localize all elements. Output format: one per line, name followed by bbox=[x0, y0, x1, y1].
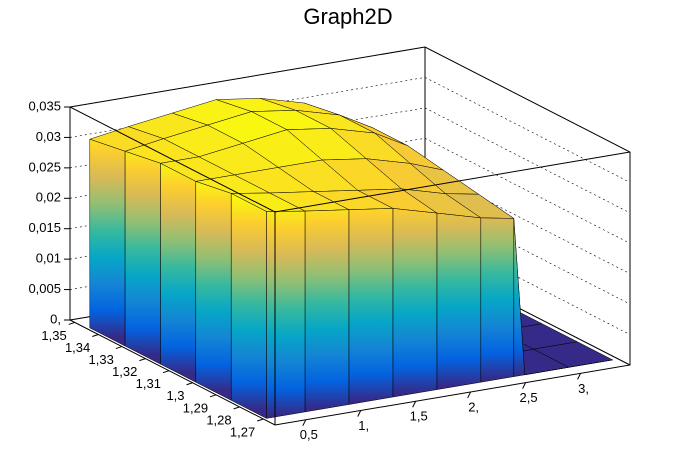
y-tick-label: 1,29 bbox=[183, 400, 208, 415]
x-tick-label: 0,5 bbox=[300, 427, 318, 442]
x-tick bbox=[577, 373, 581, 380]
y-tick-label: 1,34 bbox=[65, 340, 90, 355]
wall bbox=[266, 210, 306, 419]
y-tick bbox=[186, 382, 193, 386]
x-tick-label: 1, bbox=[358, 418, 369, 433]
z-tick-label: 0,01 bbox=[36, 251, 61, 266]
wall bbox=[392, 208, 438, 398]
y-tick-label: 1,31 bbox=[136, 376, 161, 391]
wall bbox=[89, 138, 126, 347]
y-tick-label: 1,33 bbox=[89, 352, 114, 367]
y-tick bbox=[139, 358, 146, 362]
wall bbox=[304, 209, 350, 413]
wall bbox=[568, 359, 613, 368]
x-tick bbox=[522, 382, 527, 389]
z-tick-label: 0,03 bbox=[36, 129, 61, 144]
z-tick-label: 0,02 bbox=[36, 190, 61, 205]
y-tick-label: 1,32 bbox=[112, 364, 137, 379]
z-tick-label: 0,015 bbox=[28, 220, 61, 235]
y-tick-label: 1,35 bbox=[41, 328, 66, 343]
wall bbox=[230, 192, 267, 419]
y-tick bbox=[209, 394, 217, 398]
y-tick bbox=[162, 370, 170, 374]
y-tick bbox=[233, 406, 240, 410]
x-tick bbox=[302, 419, 307, 427]
y-tick bbox=[68, 321, 75, 325]
y-tick bbox=[257, 418, 264, 422]
z-tick-label: 0,025 bbox=[28, 159, 61, 174]
wall bbox=[160, 162, 197, 383]
x-tick bbox=[412, 400, 417, 408]
x-tick bbox=[467, 391, 472, 399]
wall bbox=[436, 212, 482, 390]
x-tick-label: 3, bbox=[578, 381, 589, 396]
y-tick-label: 1,28 bbox=[206, 412, 231, 427]
x-tick-label: 2,5 bbox=[520, 390, 538, 405]
z-tick-label: 0, bbox=[50, 311, 61, 326]
y-tick-label: 1,27 bbox=[230, 424, 255, 439]
x-tick bbox=[357, 410, 362, 417]
wall bbox=[513, 218, 526, 377]
y-tick bbox=[115, 346, 122, 350]
z-tick-label: 0,035 bbox=[28, 98, 61, 113]
chart-title: Graph2D bbox=[303, 4, 392, 29]
wall bbox=[524, 367, 569, 376]
wall bbox=[348, 208, 394, 405]
wall bbox=[124, 150, 161, 365]
x-tick-label: 2, bbox=[468, 399, 479, 414]
wall bbox=[195, 181, 232, 401]
z-tick-label: 0,005 bbox=[28, 281, 61, 296]
x-tick-label: 1,5 bbox=[410, 409, 428, 424]
frame-front bbox=[68, 46, 631, 426]
y-tick-label: 1,3 bbox=[166, 388, 184, 403]
y-tick bbox=[92, 334, 99, 337]
wall bbox=[480, 217, 515, 383]
